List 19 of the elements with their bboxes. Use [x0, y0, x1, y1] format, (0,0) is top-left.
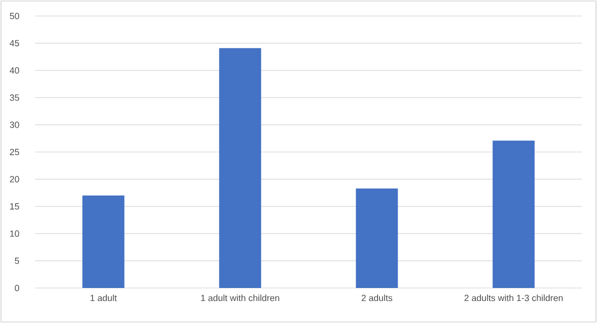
bar: [219, 48, 262, 288]
y-tick-label: 30: [10, 122, 20, 128]
y-tick-label: 50: [10, 12, 20, 20]
y-tick-label: 0: [14, 284, 20, 292]
y-tick-label: 35: [10, 94, 20, 101]
y-tick-label: 20: [10, 176, 20, 182]
x-tick-label: 2 adults: [362, 294, 392, 302]
x-tick-label: 1 adult with children: [201, 294, 280, 302]
x-tick-label: 2 adults with 1-3 children: [464, 294, 563, 302]
y-tick-label: 40: [10, 67, 20, 74]
y-tick-label: 10: [10, 230, 20, 237]
y-tick-label: 5: [14, 258, 20, 264]
bar: [492, 140, 535, 288]
bar: [82, 196, 124, 288]
x-tick-label: 1 adult: [90, 294, 117, 302]
y-tick-label: 45: [10, 40, 20, 46]
y-tick-label: 15: [10, 203, 20, 210]
y-tick-label: 25: [10, 148, 20, 156]
bar: [356, 188, 398, 288]
